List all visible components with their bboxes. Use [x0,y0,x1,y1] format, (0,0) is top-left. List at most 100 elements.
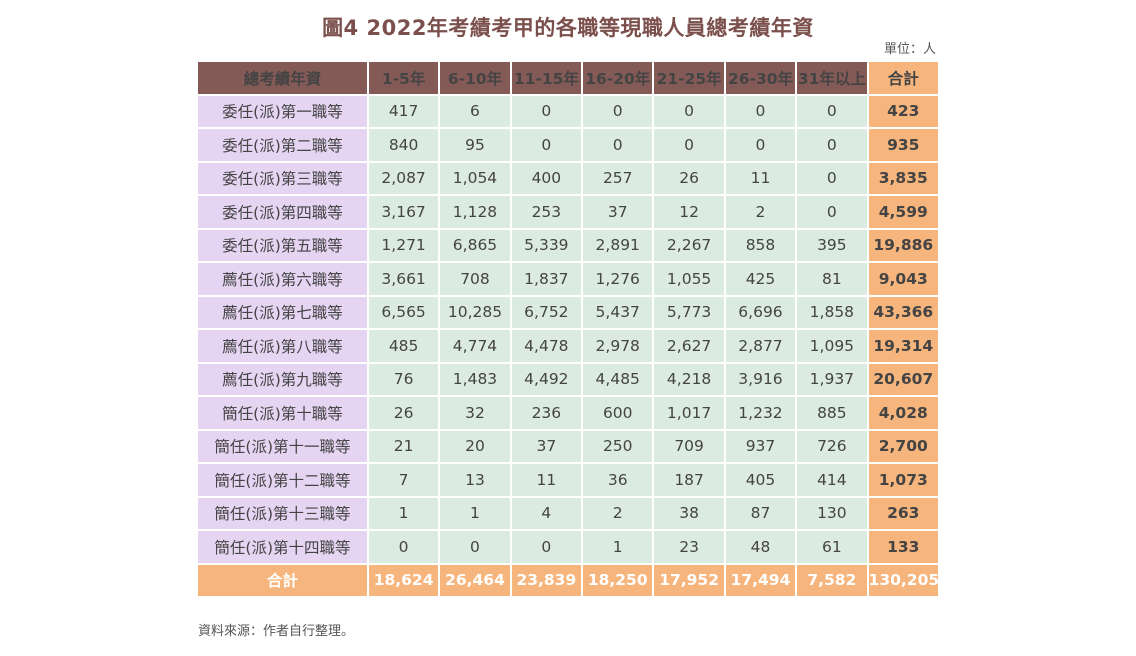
table-cell: 405 [725,464,796,496]
table-cell: 0 [511,95,582,127]
row-label: 薦任(派)第六職等 [198,263,367,295]
table-cell: 1,128 [440,196,510,228]
table-cell: 400 [511,162,582,194]
table-cell: 37 [511,430,582,462]
table-cell: 1,055 [654,263,724,295]
row-total-cell: 2,700 [868,430,938,462]
table-cell: 253 [511,196,582,228]
table-cell: 26 [368,397,439,429]
table-cell: 4 [511,497,582,529]
table-cell: 1,271 [368,229,439,261]
table-row: 簡任(派)第十一職等 21 20 37 250 709 937 726 2,700 [198,430,938,462]
table-cell: 12 [654,196,724,228]
table-row: 薦任(派)第六職等 3,661 708 1,837 1,276 1,055 425 81 9,0… [198,263,938,295]
table-cell: 709 [654,430,724,462]
table-cell: 4,478 [511,330,582,362]
table-cell: 0 [725,129,796,161]
table-row: 薦任(派)第八職等 485 4,774 4,478 2,978 2,627 2,877 1,0… [198,330,938,362]
column-header: 26-30年 [725,62,796,94]
row-total-cell: 4,028 [868,397,938,429]
table-cell: 11 [511,464,582,496]
table-cell: 130 [797,497,867,529]
corner-header: 總考績年資 [198,62,367,94]
row-label: 委任(派)第三職等 [198,162,367,194]
column-header: 21-25年 [654,62,724,94]
table-cell: 87 [725,497,796,529]
table-cell: 6,752 [511,296,582,328]
table-row: 委任(派)第三職等 2,087 1,054 400 257 26 11 0 3,835 [198,162,938,194]
table-cell: 21 [368,430,439,462]
table-cell: 4,485 [583,363,653,395]
row-total-cell: 263 [868,497,938,529]
table-cell: 4,774 [440,330,510,362]
grand-total-cell: 130,205 [868,564,938,596]
table-cell: 0 [797,129,867,161]
header-row: 總考績年資 1-5年 6-10年 11-15年 16-20年 21-25年 26… [198,62,938,94]
table-row: 薦任(派)第七職等 6,565 10,285 6,752 5,437 5,773 6,696… [198,296,938,328]
summary-row: 合計 18,624 26,464 23,839 18,250 17,952 17… [198,564,938,596]
row-total-cell: 133 [868,531,938,563]
table-row: 簡任(派)第十二職等 7 13 11 36 187 405 414 1,073 [198,464,938,496]
table-cell: 20 [440,430,510,462]
row-label: 薦任(派)第七職等 [198,296,367,328]
table-cell: 2,891 [583,229,653,261]
row-label: 簡任(派)第十二職等 [198,464,367,496]
table-cell: 1 [440,497,510,529]
table-cell: 2,627 [654,330,724,362]
table-cell: 840 [368,129,439,161]
table-cell: 48 [725,531,796,563]
table-cell: 1,017 [654,397,724,429]
row-total-cell: 19,886 [868,229,938,261]
row-label: 委任(派)第一職等 [198,95,367,127]
table-row: 簡任(派)第十職等 26 32 236 600 1,017 1,232 885 4,028 [198,397,938,429]
table-cell: 187 [654,464,724,496]
summary-cell: 26,464 [440,564,510,596]
summary-cell: 7,582 [797,564,867,596]
table-cell: 1,232 [725,397,796,429]
summary-cell: 23,839 [511,564,582,596]
row-label: 薦任(派)第九職等 [198,363,367,395]
table-cell: 485 [368,330,439,362]
table-row: 委任(派)第五職等 1,271 6,865 5,339 2,891 2,267 858 395… [198,229,938,261]
row-total-cell: 9,043 [868,263,938,295]
table-cell: 858 [725,229,796,261]
row-total-cell: 43,366 [868,296,938,328]
table-row: 薦任(派)第九職等 76 1,483 4,492 4,485 4,218 3,916 1,93… [198,363,938,395]
source-note: 資料來源：作者自行整理。 [198,624,355,639]
total-column-header: 合計 [868,62,938,94]
table-cell: 0 [654,95,724,127]
row-total-cell: 1,073 [868,464,938,496]
table-cell: 425 [725,263,796,295]
row-label: 簡任(派)第十職等 [198,397,367,429]
row-total-cell: 423 [868,95,938,127]
row-label: 簡任(派)第十一職等 [198,430,367,462]
table-cell: 0 [583,129,653,161]
table-cell: 37 [583,196,653,228]
table-cell: 1 [368,497,439,529]
table-cell: 3,661 [368,263,439,295]
table-cell: 81 [797,263,867,295]
data-table: 總考績年資 1-5年 6-10年 11-15年 16-20年 21-25年 26… [196,60,940,598]
row-label: 委任(派)第二職等 [198,129,367,161]
table-cell: 1 [583,531,653,563]
row-total-cell: 3,835 [868,162,938,194]
row-total-cell: 935 [868,129,938,161]
table-cell: 0 [440,531,510,563]
table-cell: 937 [725,430,796,462]
row-label: 簡任(派)第十三職等 [198,497,367,529]
table-cell: 0 [797,162,867,194]
table-cell: 2,877 [725,330,796,362]
table-cell: 6 [440,95,510,127]
table-cell: 5,339 [511,229,582,261]
table-cell: 6,565 [368,296,439,328]
table-cell: 1,858 [797,296,867,328]
row-label: 委任(派)第四職等 [198,196,367,228]
table-cell: 10,285 [440,296,510,328]
table-row: 委任(派)第一職等 417 6 0 0 0 0 0 423 [198,95,938,127]
summary-cell: 18,624 [368,564,439,596]
table-cell: 0 [511,531,582,563]
row-label: 薦任(派)第八職等 [198,330,367,362]
table-row: 簡任(派)第十三職等 1 1 4 2 38 87 130 263 [198,497,938,529]
table-cell: 2,267 [654,229,724,261]
table-row: 委任(派)第二職等 840 95 0 0 0 0 0 935 [198,129,938,161]
